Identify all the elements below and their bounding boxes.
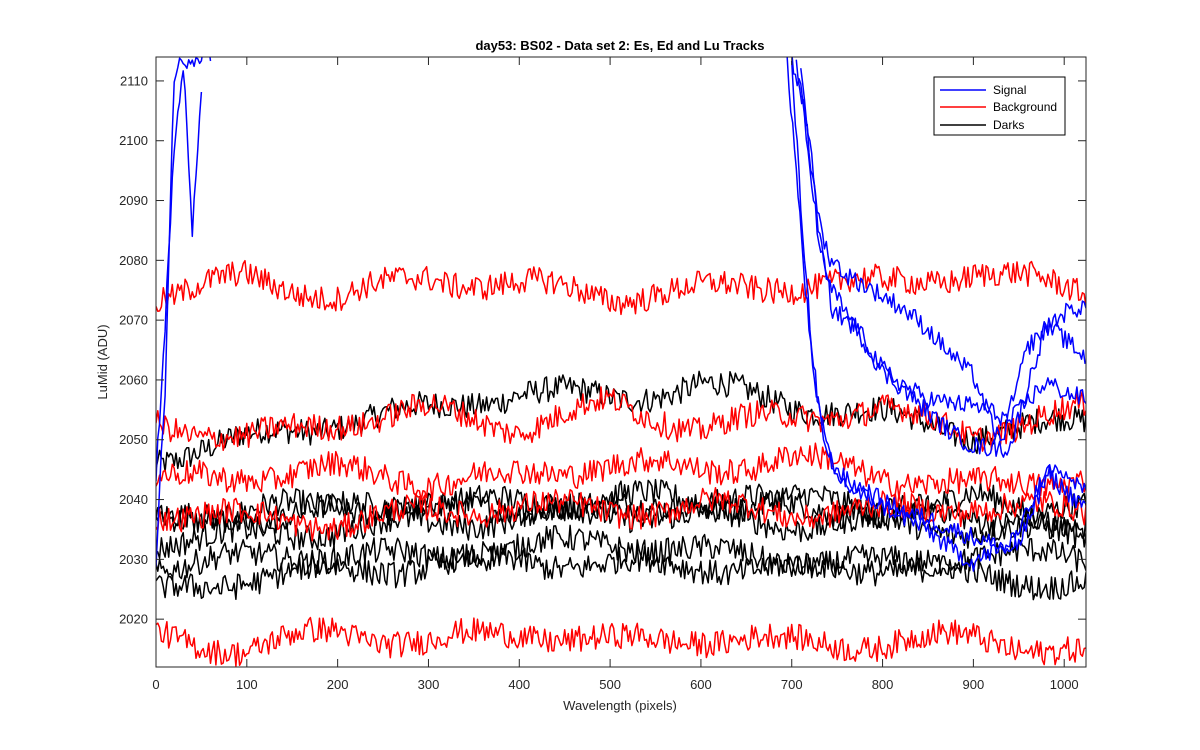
x-tick-label: 900 (963, 677, 985, 692)
y-tick-label: 2090 (119, 193, 148, 208)
legend: Signal Background Darks (933, 76, 1066, 136)
x-axis-label: Wavelength (pixels) (563, 698, 677, 713)
chart-title: day53: BS02 - Data set 2: Es, Ed and Lu … (475, 38, 764, 53)
series-line-darks-2 (156, 478, 1086, 539)
series-line-background-8 (156, 442, 1086, 502)
x-tick-label: 100 (236, 677, 258, 692)
legend-label-signal: Signal (993, 83, 1026, 97)
y-axis-ticks: 2020 2030 2040 2050 2060 2070 2080 2090 2100 2110 (119, 73, 1086, 627)
series-line-signal-17 (790, 60, 1086, 572)
x-tick-label: 200 (327, 677, 349, 692)
series-line-signal-16 (786, 57, 1086, 555)
series-line-darks-5 (156, 541, 1086, 601)
series-line-signal-11 (156, 57, 212, 567)
x-tick-label: 300 (418, 677, 440, 692)
axes-box (155, 56, 1087, 668)
series-line-background-10 (156, 616, 1086, 667)
series-line-signal-12 (156, 70, 203, 482)
x-tick-label: 700 (781, 677, 803, 692)
series-line-darks-1 (156, 483, 1086, 537)
x-axis-ticks: 0 100 200 300 400 500 600 700 800 900 1000 (152, 57, 1079, 692)
plot-lines (156, 57, 1086, 667)
y-tick-label: 2070 (119, 313, 148, 328)
series-line-signal-15 (800, 68, 1086, 442)
legend-label-background: Background (993, 100, 1057, 114)
series-line-signal-13 (791, 57, 1086, 427)
series-line-background-6 (156, 259, 1086, 316)
x-tick-label: 800 (872, 677, 894, 692)
legend-label-darks: Darks (993, 118, 1024, 132)
y-tick-label: 2030 (119, 552, 148, 567)
y-tick-label: 2050 (119, 432, 148, 447)
x-tick-label: 0 (152, 677, 159, 692)
y-tick-label: 2110 (120, 73, 148, 88)
x-tick-label: 1000 (1050, 677, 1079, 692)
y-tick-label: 2020 (119, 612, 148, 627)
y-tick-label: 2040 (119, 492, 148, 507)
axes-frame (155, 56, 1087, 668)
x-tick-label: 600 (690, 677, 712, 692)
y-tick-label: 2100 (119, 133, 148, 148)
series-line-signal-14 (795, 59, 1086, 458)
y-tick-label: 2080 (119, 253, 148, 268)
y-tick-label: 2060 (119, 372, 148, 387)
x-tick-label: 500 (599, 677, 621, 692)
series-line-background-9 (156, 486, 1086, 542)
y-axis-label: LuMid (ADU) (95, 324, 110, 399)
x-tick-label: 400 (508, 677, 530, 692)
